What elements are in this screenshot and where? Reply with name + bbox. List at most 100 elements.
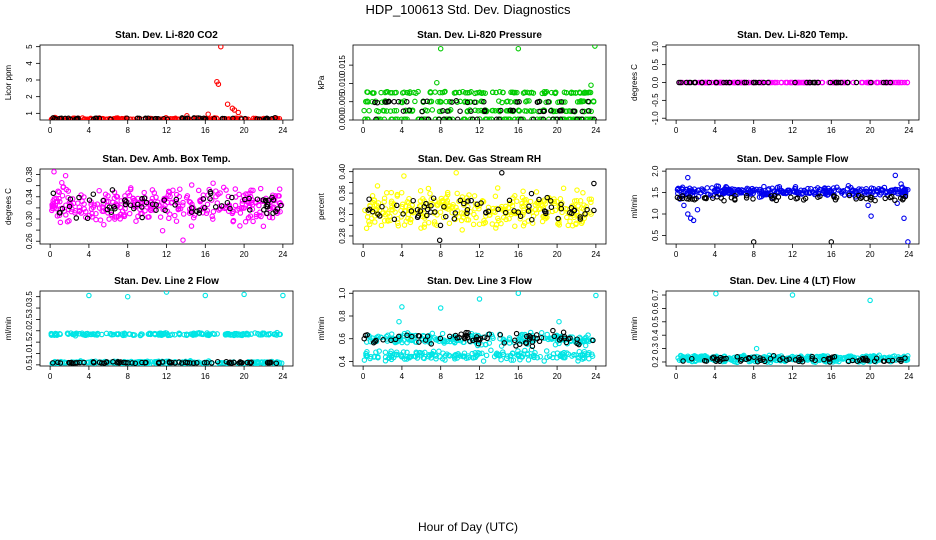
data-point — [506, 215, 512, 222]
data-point — [409, 333, 416, 339]
data-point — [577, 214, 583, 220]
data-point — [743, 79, 750, 86]
data-point — [266, 359, 273, 365]
data-point — [481, 108, 488, 115]
data-point — [853, 79, 860, 86]
data-point — [520, 188, 526, 195]
data-point — [451, 216, 458, 222]
data-point — [423, 200, 429, 207]
data-point — [768, 193, 774, 199]
data-point — [134, 115, 141, 120]
data-point — [478, 98, 484, 105]
data-point — [704, 185, 710, 191]
data-point — [256, 116, 263, 120]
data-point — [459, 227, 465, 233]
data-point — [370, 339, 377, 346]
data-point — [571, 352, 577, 358]
data-point — [524, 98, 530, 104]
data-point — [212, 204, 219, 210]
data-point — [419, 108, 425, 115]
data-point — [62, 115, 68, 120]
data-point — [463, 332, 470, 339]
data-point — [522, 199, 528, 206]
data-point — [743, 187, 750, 193]
data-point — [676, 79, 682, 86]
data-point — [392, 351, 398, 358]
panel-title: Stan. Dev. Line 2 Flow — [114, 276, 219, 287]
data-point — [823, 189, 829, 195]
plot-frame — [39, 44, 294, 121]
data-point — [571, 198, 578, 204]
data-point — [838, 79, 844, 86]
data-point — [223, 358, 230, 365]
data-point — [407, 216, 414, 223]
data-point — [591, 180, 597, 187]
data-point — [570, 108, 576, 114]
y-axis-label: Licor ppm — [4, 65, 13, 100]
data-point — [375, 354, 381, 361]
data-point — [254, 359, 260, 365]
data-point — [528, 346, 535, 353]
data-point — [201, 115, 207, 120]
data-point — [763, 191, 770, 198]
y-tick-label: 0.5 — [651, 316, 660, 328]
data-point — [501, 340, 508, 346]
data-point — [437, 98, 443, 105]
data-point — [363, 225, 370, 232]
x-tick-label: 12 — [162, 250, 171, 259]
data-point — [524, 350, 531, 357]
x-tick-label: 16 — [201, 126, 210, 135]
x-tick-label: 24 — [591, 250, 600, 259]
data-point — [382, 358, 389, 364]
data-point — [248, 359, 255, 365]
data-point — [506, 340, 513, 346]
data-point — [108, 209, 115, 215]
data-point — [280, 292, 286, 299]
data-point — [211, 115, 218, 120]
data-point — [507, 107, 514, 113]
data-point — [477, 89, 483, 96]
data-point — [446, 220, 453, 227]
data-point — [142, 360, 149, 366]
data-point — [805, 185, 811, 192]
data-point — [231, 116, 237, 120]
data-point — [361, 357, 368, 363]
data-point — [471, 193, 478, 199]
data-point — [395, 116, 401, 120]
data-point — [49, 331, 55, 337]
data-point — [196, 207, 203, 214]
data-point — [750, 239, 757, 244]
x-tick-label: 4 — [713, 126, 718, 135]
data-point — [557, 116, 564, 120]
data-point — [454, 355, 460, 361]
data-point — [262, 197, 269, 204]
data-point — [538, 330, 545, 336]
data-point — [424, 98, 430, 105]
data-point — [154, 199, 161, 205]
data-point — [402, 116, 409, 120]
x-tick-label: 20 — [866, 250, 875, 259]
data-point — [770, 355, 777, 362]
y-tick-label: 0.3 — [651, 342, 660, 354]
data-point — [93, 216, 99, 223]
data-point — [468, 108, 474, 114]
x-tick-label: 16 — [201, 250, 210, 259]
data-point — [743, 192, 750, 199]
data-point — [588, 196, 595, 202]
data-point — [50, 201, 56, 207]
data-point — [888, 193, 895, 200]
data-point — [184, 115, 191, 120]
data-point — [114, 194, 121, 200]
data-point — [563, 90, 570, 96]
data-point — [65, 206, 72, 213]
data-point — [867, 297, 873, 304]
x-tick-label: 20 — [866, 126, 875, 135]
data-point — [76, 208, 83, 215]
data-point — [525, 357, 532, 363]
data-point — [432, 198, 438, 204]
data-point — [207, 195, 213, 202]
data-point — [506, 335, 513, 341]
data-point — [188, 223, 195, 229]
